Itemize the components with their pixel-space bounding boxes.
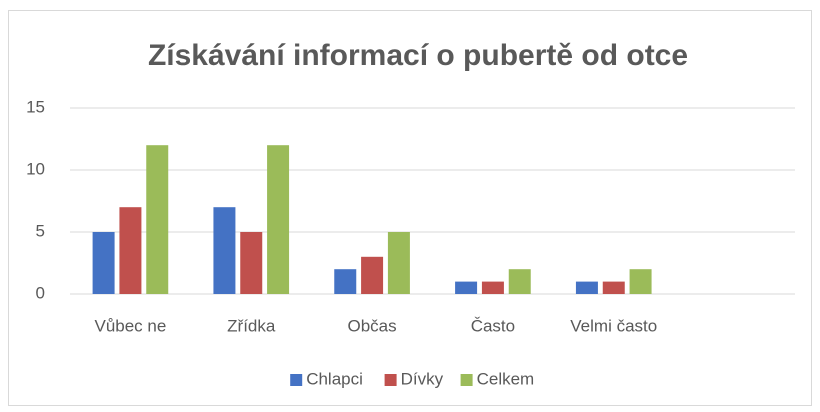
y-tick-label: 0 bbox=[36, 283, 45, 302]
x-tick-label: Často bbox=[471, 316, 515, 335]
bar bbox=[119, 207, 142, 294]
bar bbox=[602, 281, 625, 294]
bar bbox=[575, 281, 598, 294]
x-tick-label: Velmi často bbox=[570, 316, 657, 335]
bar bbox=[92, 232, 115, 294]
bar bbox=[387, 232, 410, 294]
bar bbox=[481, 281, 504, 294]
y-tick-label: 10 bbox=[26, 159, 45, 178]
bar bbox=[361, 256, 384, 294]
bar bbox=[629, 269, 652, 294]
bar bbox=[334, 269, 357, 294]
legend-label: Chlapci bbox=[306, 369, 363, 388]
x-tick-label: Vůbec ne bbox=[94, 316, 166, 335]
y-tick-label: 15 bbox=[26, 97, 45, 116]
legend-label: Celkem bbox=[477, 369, 535, 388]
bar bbox=[455, 281, 478, 294]
x-tick-label: Občas bbox=[348, 316, 397, 335]
chart-border bbox=[8, 10, 812, 406]
legend-swatch bbox=[290, 374, 303, 386]
bar bbox=[146, 145, 169, 294]
bar bbox=[508, 269, 531, 294]
x-tick-label: Zřídka bbox=[227, 316, 276, 335]
legend-swatch bbox=[384, 374, 397, 386]
legend-label: Dívky bbox=[401, 369, 444, 388]
legend-swatch bbox=[460, 374, 473, 386]
bar bbox=[213, 207, 236, 294]
y-tick-label: 5 bbox=[36, 221, 45, 240]
chart-title: Získávání informací o pubertě od otce bbox=[148, 39, 688, 72]
bar bbox=[240, 232, 263, 294]
bar bbox=[267, 145, 290, 294]
